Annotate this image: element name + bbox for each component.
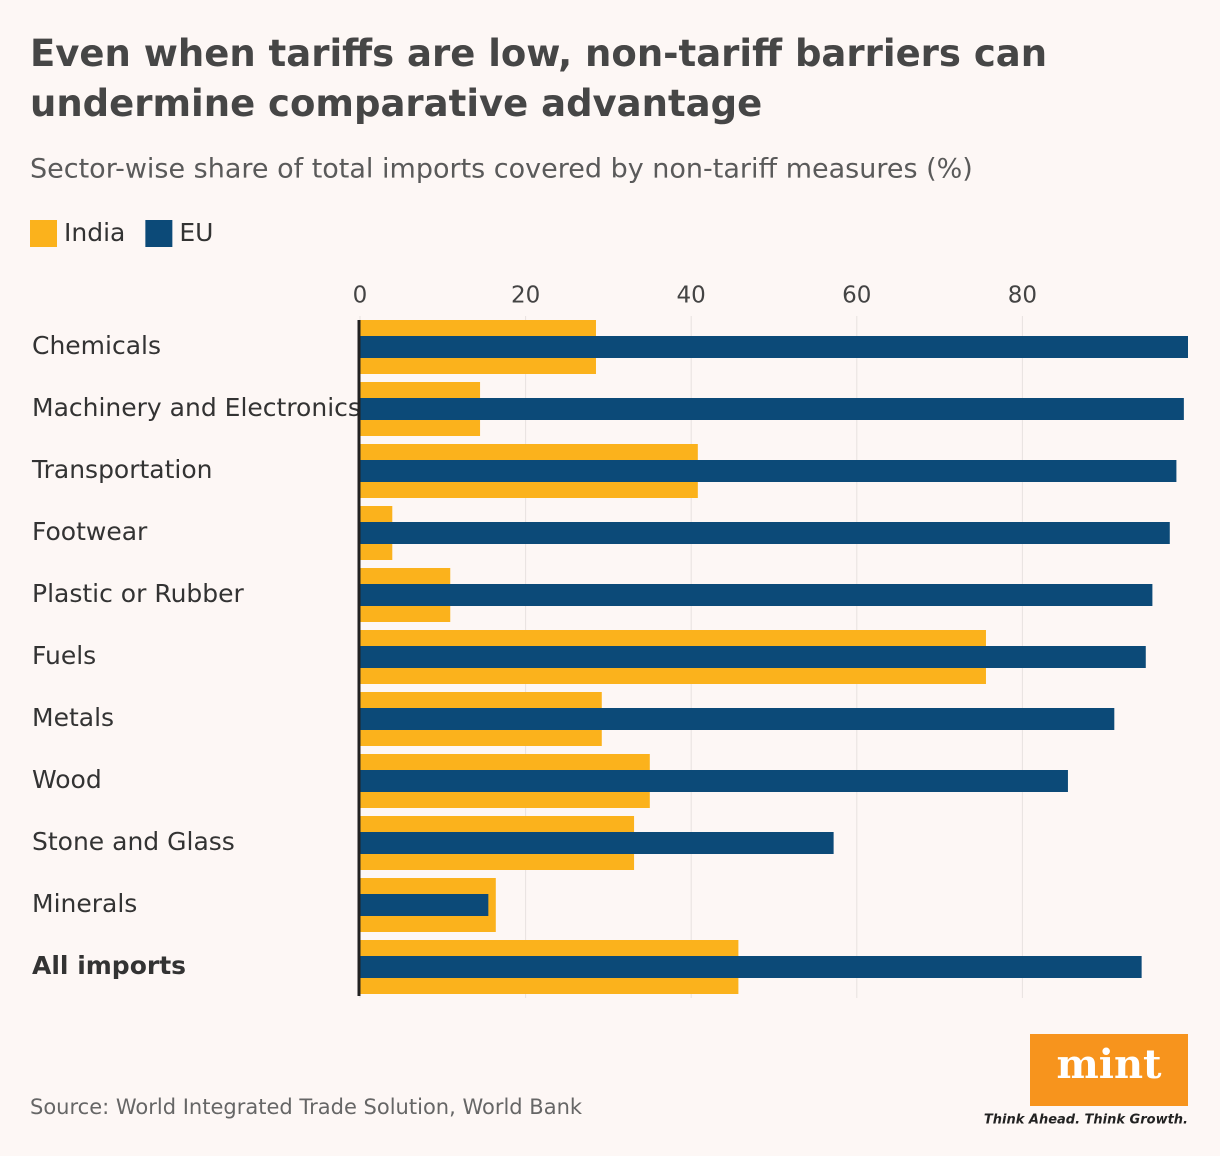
logo: mint <box>1056 1041 1162 1088</box>
y-tick-label: Chemicals <box>32 331 161 360</box>
x-tick-label: 80 <box>1008 283 1037 309</box>
bar <box>360 894 489 916</box>
bar <box>360 956 1142 978</box>
chart-subtitle: Sector-wise share of total imports cover… <box>30 154 973 185</box>
x-tick-label: 60 <box>842 283 871 309</box>
x-tick-label: 40 <box>677 283 706 309</box>
bar <box>360 646 1146 668</box>
y-tick-label: Footwear <box>32 517 148 546</box>
chart-title: Even when tariffs are low, non-tariff ba… <box>30 32 1047 125</box>
y-tick-label: All imports <box>32 951 186 980</box>
legend-swatch <box>145 220 173 247</box>
legend-label: EU <box>179 218 213 247</box>
bar <box>360 336 1188 358</box>
bar <box>360 708 1115 730</box>
y-tick-label: Stone and Glass <box>32 827 235 856</box>
bar <box>360 398 1184 420</box>
y-tick-label: Fuels <box>32 641 96 670</box>
y-tick-label: Metals <box>32 703 114 732</box>
x-tick-label: 0 <box>353 283 368 309</box>
y-tick-label: Plastic or Rubber <box>32 579 245 608</box>
bar <box>360 584 1153 606</box>
y-tick-label: Wood <box>32 765 102 794</box>
bar <box>360 460 1177 482</box>
tagline: Think Ahead. Think Growth. <box>984 1113 1188 1128</box>
y-tick-label: Machinery and Electronics <box>32 393 361 422</box>
y-tick-label: Transportation <box>31 455 213 484</box>
source: Source: World Integrated Trade Solution,… <box>30 1095 583 1119</box>
bar <box>360 832 834 854</box>
bar <box>360 522 1170 544</box>
y-tick-label: Minerals <box>32 889 137 918</box>
x-tick-label: 20 <box>511 283 540 309</box>
logo-box <box>1030 1034 1188 1106</box>
bar <box>360 770 1068 792</box>
legend-swatch <box>30 220 57 247</box>
legend-label: India <box>64 218 125 247</box>
